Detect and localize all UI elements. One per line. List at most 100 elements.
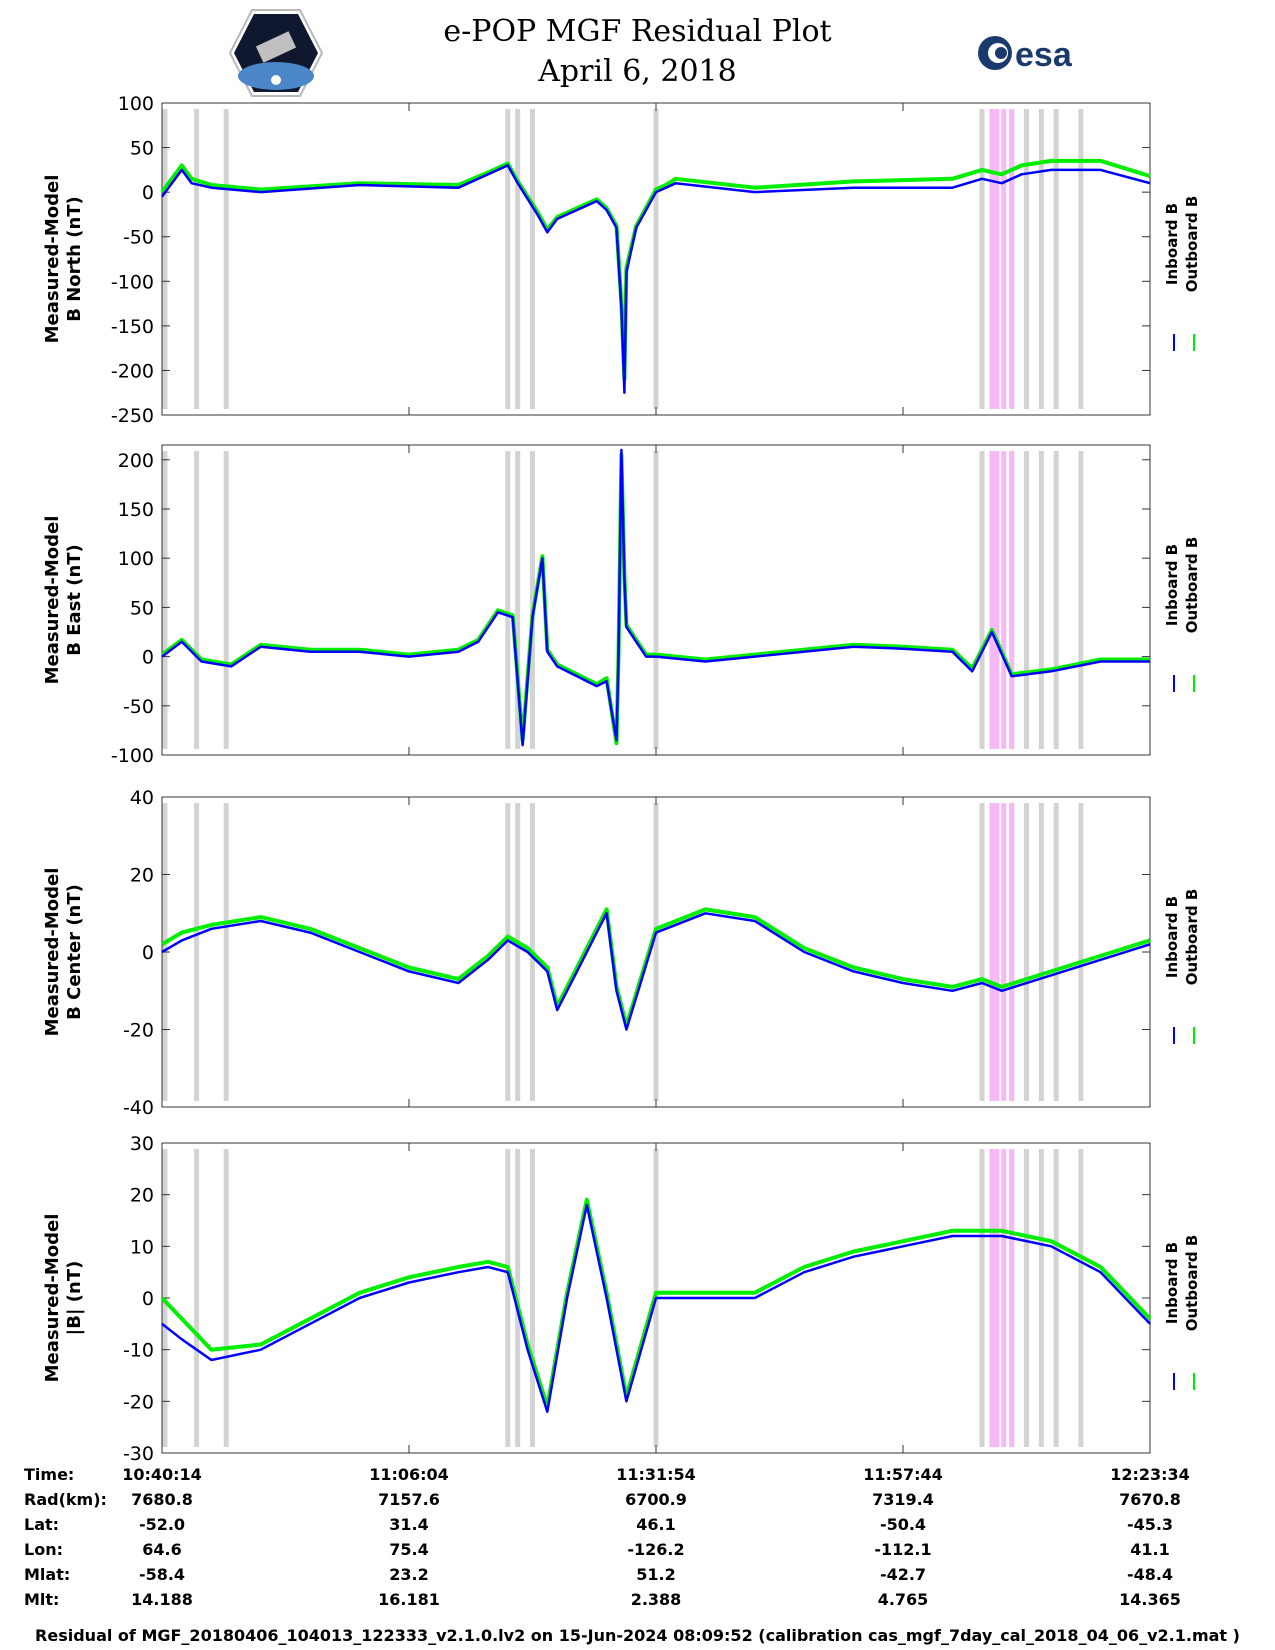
gray-band-2-7 <box>979 803 985 1101</box>
ytick-label-2-3: -20 <box>123 1020 154 1042</box>
gray-band-0-7 <box>979 109 985 409</box>
pink-band-0-0 <box>989 109 995 409</box>
chart-title: e-POP MGF Residual Plot <box>443 14 832 49</box>
info-row-label: Time: <box>24 1465 75 1484</box>
info-cell: 11:31:54 <box>616 1465 696 1484</box>
legend-outboard-label-2: Outboard B <box>1183 889 1201 986</box>
pink-band-0-3 <box>1009 109 1015 409</box>
info-row: Lat: -52.0 31.4 46.1 -50.4 -45.3 <box>0 1515 1275 1540</box>
pink-band-1-3 <box>1009 451 1015 749</box>
gray-band-1-1 <box>194 451 200 749</box>
info-row-label: Mlt: <box>24 1590 60 1609</box>
orbit-info-table: Time: 10:40:14 11:06:04 11:31:54 11:57:44 12:… <box>0 1465 1275 1615</box>
inboard-series-line-0 <box>160 164 1151 394</box>
footer-caption: Residual of MGF_20180406_104013_122333_v… <box>35 1626 1240 1645</box>
gray-band-0-2 <box>223 109 229 409</box>
info-cell: 7157.6 <box>378 1490 440 1509</box>
gray-band-2-12 <box>1078 803 1084 1101</box>
pink-band-0-2 <box>1001 109 1007 409</box>
ytick-label-3-5: -20 <box>123 1391 154 1413</box>
ytick-label-3-6: -30 <box>123 1443 154 1465</box>
gray-band-0-6 <box>653 109 659 409</box>
inboard-series-line-3 <box>161 1203 1151 1413</box>
gray-band-1-3 <box>505 451 511 749</box>
info-row: Rad(km): 7680.8 7157.6 6700.9 7319.4 7670.8 <box>0 1490 1275 1515</box>
inboard-series-line-2 <box>161 912 1151 1031</box>
esa-logo-text: esa <box>1015 36 1073 74</box>
gray-band-0-3 <box>505 109 511 409</box>
pink-band-2-3 <box>1009 803 1015 1101</box>
gray-band-1-10 <box>1038 451 1044 749</box>
pink-band-3-2 <box>1001 1149 1007 1447</box>
chart-subtitle: April 6, 2018 <box>538 54 737 89</box>
gray-band-3-7 <box>979 1149 985 1447</box>
legend-inboard-label-0: Inboard B <box>1163 203 1181 285</box>
ytick-label-0-2: 0 <box>142 182 154 204</box>
info-row-label: Lon: <box>24 1540 63 1559</box>
pink-band-3-3 <box>1009 1149 1015 1447</box>
ytick-label-1-3: 50 <box>130 597 154 619</box>
outboard-series-line-1 <box>160 452 1150 746</box>
pink-band-2-0 <box>989 803 995 1101</box>
gray-band-1-9 <box>1024 451 1029 749</box>
legend-outboard-label-1: Outboard B <box>1183 537 1201 634</box>
pink-band-1-2 <box>1001 451 1007 749</box>
y-axis-label-2: Measured-ModelB Center (nT) <box>42 868 85 1037</box>
gray-band-1-11 <box>1053 451 1059 749</box>
info-cell: -45.3 <box>1126 1515 1174 1534</box>
gray-band-1-0 <box>162 451 168 749</box>
ytick-label-0-4: -100 <box>111 271 154 293</box>
info-cell: 6700.9 <box>625 1490 687 1509</box>
gray-band-3-10 <box>1038 1149 1044 1447</box>
ytick-label-3-1: 20 <box>130 1185 154 1207</box>
info-cell: -112.1 <box>874 1540 932 1559</box>
gray-band-3-9 <box>1024 1149 1029 1447</box>
info-cell: -126.2 <box>627 1540 685 1559</box>
gray-band-2-2 <box>223 803 229 1101</box>
ytick-label-2-1: 20 <box>130 865 154 887</box>
cassiope-logo <box>228 9 324 97</box>
info-cell: -42.7 <box>879 1565 927 1584</box>
info-cell: 46.1 <box>636 1515 676 1534</box>
gray-band-3-12 <box>1078 1149 1084 1447</box>
ytick-label-2-2: 0 <box>142 942 154 964</box>
pink-band-3-0 <box>989 1149 995 1447</box>
gray-band-3-2 <box>223 1149 229 1447</box>
info-cell: 31.4 <box>389 1515 429 1534</box>
pink-band-3-1 <box>994 1149 1000 1447</box>
gray-band-1-4 <box>515 451 521 749</box>
gray-band-3-3 <box>505 1149 511 1447</box>
ytick-label-1-1: 150 <box>118 499 154 521</box>
outboard-series-line-3 <box>160 1197 1152 1409</box>
ytick-label-2-0: 40 <box>130 787 154 809</box>
legend-outboard-label-0: Outboard B <box>1183 196 1201 293</box>
info-cell: 11:57:44 <box>863 1465 943 1484</box>
ytick-label-1-6: -100 <box>111 745 154 767</box>
info-cell: 12:23:34 <box>1110 1465 1190 1484</box>
ytick-label-0-5: -150 <box>111 316 154 338</box>
gray-band-1-7 <box>979 451 985 749</box>
gray-band-2-4 <box>515 803 521 1101</box>
pink-band-1-1 <box>994 451 1000 749</box>
gray-band-3-5 <box>530 1149 535 1447</box>
info-cell: 75.4 <box>389 1540 429 1559</box>
gray-band-3-11 <box>1053 1149 1059 1447</box>
ytick-label-2-4: -40 <box>123 1097 154 1119</box>
gray-band-0-11 <box>1053 109 1059 409</box>
gray-band-0-1 <box>194 109 200 409</box>
esa-logo: esa <box>978 36 1073 74</box>
legend-inboard-label-3: Inboard B <box>1163 1242 1181 1324</box>
gray-band-2-6 <box>653 803 659 1101</box>
gray-band-2-10 <box>1038 803 1044 1101</box>
y-axis-label-3: Measured-Model|B| (nT) <box>42 1214 85 1383</box>
gray-band-0-5 <box>530 109 535 409</box>
info-cell: 7319.4 <box>872 1490 934 1509</box>
inboard-series-line-1 <box>161 448 1150 747</box>
info-cell: 7680.8 <box>131 1490 193 1509</box>
ytick-label-3-3: 0 <box>142 1288 154 1310</box>
info-cell: 2.388 <box>630 1590 682 1609</box>
pink-band-1-0 <box>989 451 995 749</box>
ytick-label-3-2: 10 <box>130 1236 154 1258</box>
ytick-label-0-1: 50 <box>130 138 154 160</box>
